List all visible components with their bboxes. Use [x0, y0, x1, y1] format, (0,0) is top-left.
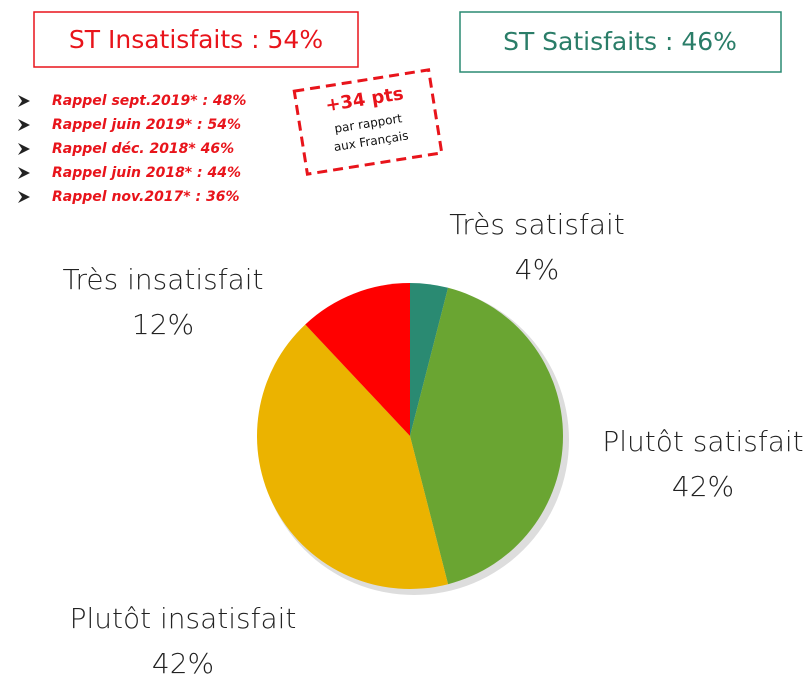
slice-label: Très satisfait: [449, 208, 624, 241]
slice-value: 4%: [515, 253, 559, 286]
bullet-arrow: [18, 143, 30, 155]
rappel-list: Rappel sept.2019* : 48% Rappel juin 2019*…: [18, 93, 246, 205]
bullet-arrow: [18, 119, 30, 131]
bullet-arrow: [18, 95, 30, 107]
slice-value: 12%: [132, 308, 194, 341]
pie: [256, 283, 564, 590]
rappel-item: Rappel sept.2019* : 48%: [52, 93, 246, 109]
rappel-item: Rappel déc. 2018* 46%: [52, 141, 234, 157]
insatisfaits-total: ST Insatisfaits : 54%: [69, 25, 323, 54]
pie-slice: [305, 283, 410, 436]
callout: +34 pts par rapport aux Français: [292, 68, 444, 176]
bullet-arrow: [18, 167, 30, 179]
slice-value: 42%: [152, 647, 214, 679]
slice-label: Plutôt insatisfait: [70, 602, 297, 635]
slice-label: Plutôt satisfait: [602, 425, 803, 458]
pie-slice: [256, 324, 449, 590]
satisfaits-total: ST Satisfaits : 46%: [503, 27, 737, 56]
pie-slice: [410, 283, 449, 436]
rappel-item: Rappel juin 2019* : 54%: [52, 117, 241, 133]
bullet-arrow: [18, 191, 30, 203]
rappel-item: Rappel juin 2018* : 44%: [52, 165, 241, 181]
slice-label: Très insatisfait: [63, 263, 264, 296]
satisfaits-box: [459, 11, 782, 73]
slice-value: 42%: [672, 470, 734, 503]
pie-slice: [410, 287, 564, 585]
callout-box: [292, 68, 444, 176]
rappel-item: Rappel nov.2017* : 36%: [52, 189, 239, 205]
insatisfaits-box: [33, 11, 359, 68]
